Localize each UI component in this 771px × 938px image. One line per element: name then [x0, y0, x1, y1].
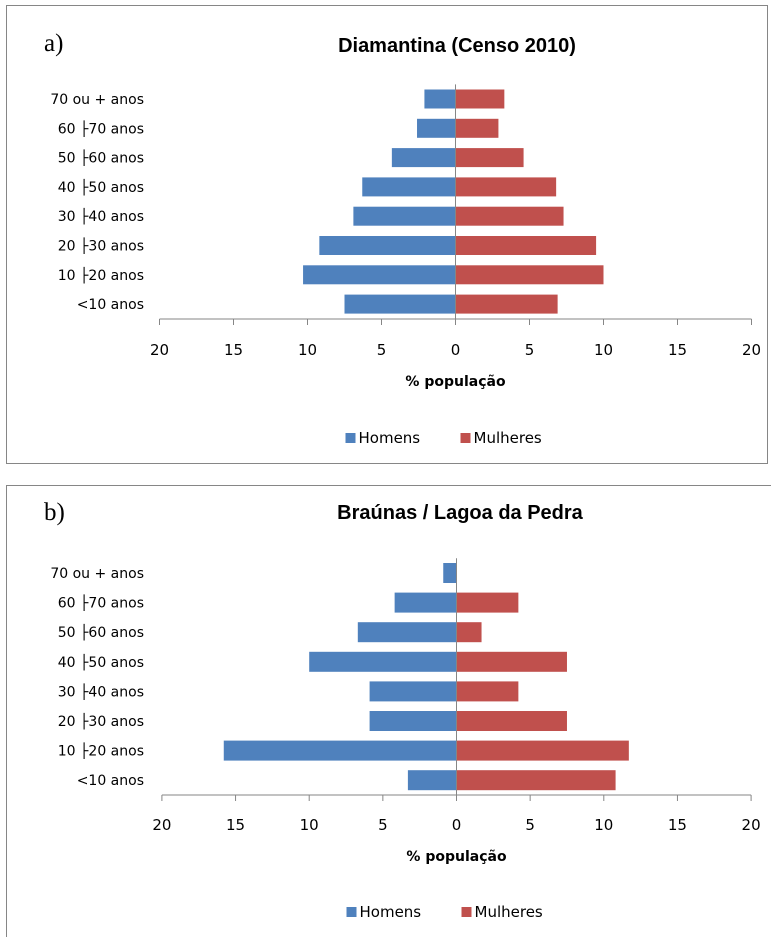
bar-mulheres — [456, 651, 567, 672]
bar-homens — [407, 770, 457, 791]
x-tick-label: 5 — [525, 816, 535, 834]
bar-homens — [344, 294, 456, 314]
legend-swatch — [460, 433, 471, 443]
bar-mulheres — [455, 294, 558, 314]
chart-title: Braúnas / Lagoa da Pedra — [337, 502, 583, 524]
category-label: <10 anos — [77, 297, 144, 313]
x-tick-label: 5 — [377, 341, 387, 359]
category-label: 60 ├70 anos — [58, 594, 144, 612]
bar-mulheres — [456, 592, 519, 613]
bar-homens — [303, 265, 456, 285]
x-tick-label: 20 — [150, 341, 169, 359]
bar-homens — [443, 563, 457, 583]
bar-mulheres — [456, 622, 482, 643]
bar-mulheres — [455, 177, 557, 197]
category-label: 40 ├50 anos — [58, 178, 144, 196]
category-label: 50 ├60 anos — [58, 149, 144, 167]
x-axis-label: % população — [405, 374, 506, 390]
chart-panel-b: b) Braúnas / Lagoa da Pedra 70 ou + anos… — [6, 485, 771, 937]
x-tick-label: 15 — [226, 816, 245, 834]
x-tick-label: 10 — [300, 816, 319, 834]
chart-b-plot: 70 ou + anos 60 ├70 anos 50 ├60 anos 40 ├50… — [50, 558, 761, 921]
bar-homens — [362, 177, 456, 197]
bar-homens — [391, 148, 456, 168]
x-tick-label: 0 — [452, 816, 462, 834]
chart-title: Diamantina (Censo 2010) — [338, 35, 576, 57]
bar-mulheres — [455, 118, 499, 138]
bar-homens — [417, 118, 456, 138]
category-label: 40 ├50 anos — [58, 653, 144, 671]
x-tick-label: 5 — [378, 816, 388, 834]
category-label: 60 ├70 anos — [58, 119, 144, 137]
panel-label: b) — [44, 499, 65, 526]
category-label: 20 ├30 anos — [58, 237, 144, 255]
legend-entry: Mulheres — [474, 429, 542, 447]
x-tick-label: 20 — [742, 341, 761, 359]
category-label: 70 ou + anos — [50, 92, 144, 108]
x-tick-label: 0 — [451, 341, 461, 359]
x-axis-label: % população — [406, 849, 507, 865]
legend-entry: Homens — [359, 429, 421, 447]
category-label: <10 anos — [77, 773, 144, 789]
bar-homens — [369, 711, 457, 731]
panel-label: a) — [44, 30, 64, 57]
x-tick-label: 10 — [298, 341, 317, 359]
x-tick-label: 5 — [525, 341, 535, 359]
bar-mulheres — [456, 711, 567, 731]
chart-panel-a: a) Diamantina (Censo 2010) 70 ou + anos 6… — [6, 5, 768, 464]
bar-mulheres — [456, 681, 519, 702]
bar-mulheres — [455, 265, 604, 285]
category-label: 10 ├20 anos — [58, 742, 144, 760]
legend-entry: Mulheres — [475, 903, 543, 921]
x-tick-label: 20 — [742, 816, 761, 834]
category-label: 70 ou + anos — [50, 566, 144, 582]
category-label: 50 ├60 anos — [58, 623, 144, 641]
bar-homens — [357, 622, 457, 643]
bar-homens — [369, 681, 457, 702]
bar-mulheres — [455, 89, 505, 109]
category-label: 20 ├30 anos — [58, 712, 144, 730]
chart-a-plot: 70 ou + anos 60 ├70 anos 50 ├60 anos 40 ├50… — [50, 84, 761, 447]
bar-mulheres — [455, 236, 597, 255]
bar-mulheres — [455, 206, 564, 226]
x-tick-label: 10 — [594, 816, 613, 834]
legend-swatch — [345, 433, 356, 443]
category-label: 30 ├40 anos — [58, 682, 144, 700]
bar-homens — [394, 592, 457, 613]
bar-mulheres — [456, 740, 629, 761]
bar-homens — [319, 236, 456, 255]
bar-homens — [309, 651, 457, 672]
bar-homens — [223, 740, 457, 761]
x-tick-label: 20 — [152, 816, 171, 834]
bar-homens — [353, 206, 456, 226]
bar-homens — [424, 89, 456, 109]
x-tick-label: 15 — [224, 341, 243, 359]
x-tick-label: 10 — [594, 341, 613, 359]
bar-mulheres — [456, 770, 616, 791]
legend-swatch — [346, 907, 357, 917]
category-label: 30 ├40 anos — [58, 207, 144, 225]
category-label: 10 ├20 anos — [58, 266, 144, 284]
legend-swatch — [461, 907, 472, 917]
x-tick-label: 15 — [668, 816, 687, 834]
x-tick-label: 15 — [668, 341, 687, 359]
legend-entry: Homens — [360, 903, 422, 921]
bar-mulheres — [455, 148, 524, 168]
